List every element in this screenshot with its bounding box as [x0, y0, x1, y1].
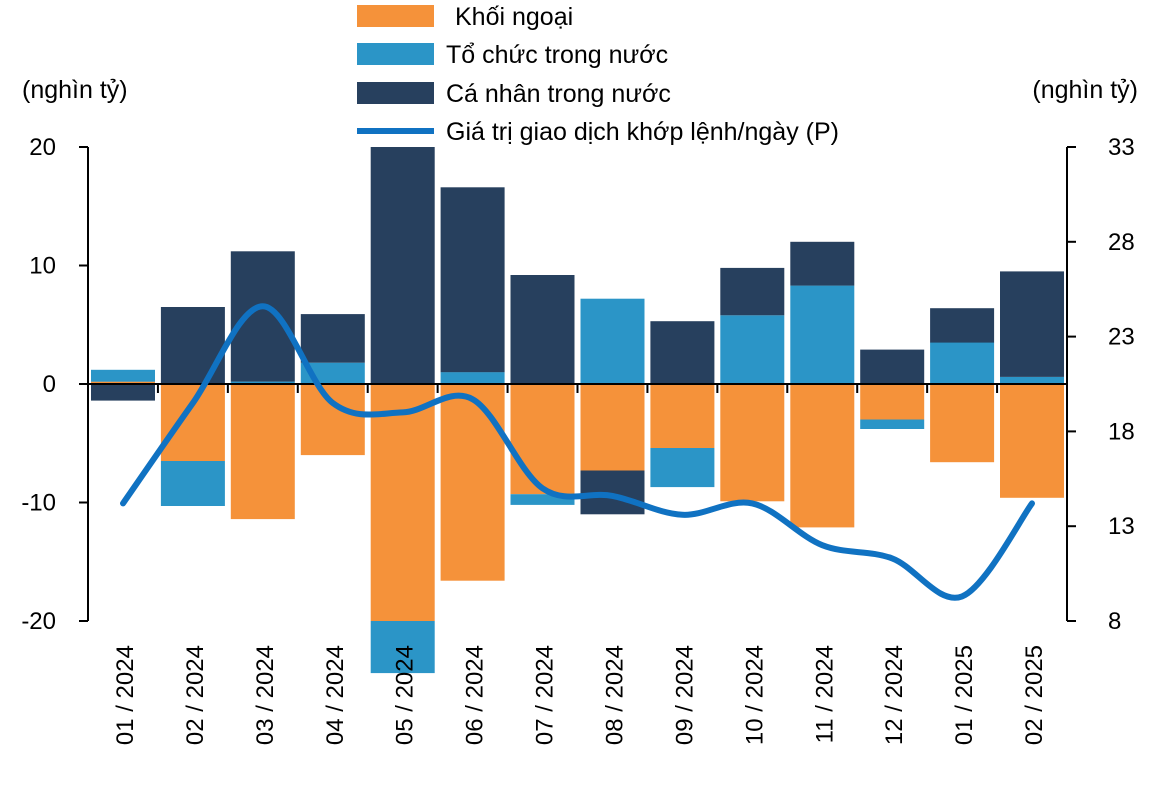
- bar-segment-3-3: [230, 251, 295, 382]
- bar-segment-3-8: [580, 470, 645, 515]
- x-tick-label-3: 03 / 2024: [252, 645, 279, 745]
- line-layer: [120, 303, 1035, 601]
- bar-segment-1-1: [91, 381, 155, 384]
- bar-segment-2-8: [580, 298, 645, 384]
- bar-segment-1-12: [860, 384, 925, 420]
- legend-label-4: Giá trị giao dịch khớp lệnh/ngày (P): [446, 118, 839, 146]
- bar-segment-2-9: [650, 448, 715, 488]
- legend: Khối ngoại Tổ chức trong nước Cá nhân tron…: [357, 3, 839, 146]
- bar-segment-1-2: [160, 384, 225, 461]
- bar-segment-2-14: [1000, 376, 1064, 384]
- bar-segment-2-6: [440, 372, 505, 384]
- bar-segment-1-5: [370, 384, 435, 621]
- bar-segment-2-1: [91, 369, 155, 382]
- x-tick-label-1: 01 / 2024: [112, 645, 139, 745]
- bar-segment-1-3: [230, 384, 295, 520]
- axes-layer: [79, 146, 1076, 622]
- bar-segment-3-2: [160, 307, 225, 384]
- y-left-tick-label-5: -20: [21, 608, 56, 635]
- bar-segment-3-5: [370, 147, 435, 384]
- legend-swatch-3: [357, 82, 434, 104]
- x-tick-label-7: 07 / 2024: [532, 645, 559, 745]
- bar-segment-1-9: [650, 384, 715, 448]
- legend-swatch-1: [357, 5, 434, 27]
- x-tick-label-2: 02 / 2024: [182, 645, 209, 745]
- bar-segment-1-8: [580, 384, 645, 471]
- bar-segment-1-11: [790, 384, 855, 528]
- tick-labels-layer: 20 10 0 -10 -20 33 28 23 18 13 8 01 / 2024 02 / 2024…: [21, 134, 1134, 745]
- bar-segment-3-10: [720, 267, 785, 316]
- legend-swatch-2: [357, 43, 434, 65]
- legend-label-3: Cá nhân trong nước: [446, 80, 671, 108]
- bar-segment-2-7: [510, 494, 575, 505]
- y-right-tick-label-5: 13: [1108, 513, 1135, 540]
- x-tick-label-9: 09 / 2024: [671, 645, 698, 745]
- bar-segment-3-4: [300, 314, 365, 363]
- bar-segment-2-12: [860, 419, 925, 429]
- y-right-tick-label-4: 18: [1108, 418, 1135, 445]
- bar-segment-3-6: [440, 187, 505, 373]
- x-tick-label-12: 12 / 2024: [881, 645, 908, 745]
- bar-segment-1-10: [720, 384, 785, 502]
- y-right-tick-label-3: 23: [1108, 324, 1135, 351]
- x-tick-label-11: 11 / 2024: [811, 645, 838, 743]
- bar-segment-2-2: [160, 461, 225, 506]
- bar-segment-1-6: [440, 384, 505, 581]
- bar-segment-2-13: [930, 342, 995, 384]
- bar-segment-2-10: [720, 315, 785, 384]
- x-tick-label-5: 05 / 2024: [392, 645, 419, 745]
- legend-label-1: Khối ngoại: [455, 3, 573, 31]
- bar-segment-1-4: [300, 384, 365, 456]
- x-tick-label-4: 04 / 2024: [322, 645, 349, 745]
- bar-segment-3-9: [650, 321, 715, 384]
- y-left-tick-label-3: 0: [43, 371, 56, 398]
- bar-segment-1-7: [510, 384, 575, 495]
- x-tick-label-14: 02 / 2025: [1021, 645, 1048, 745]
- y-right-tick-label-1: 33: [1108, 134, 1135, 161]
- y-right-tick-label-6: 8: [1108, 608, 1121, 635]
- bars-layer: [91, 147, 1064, 674]
- bar-segment-2-3: [230, 381, 295, 384]
- bar-segment-1-14: [1000, 384, 1064, 498]
- bar-segment-1-13: [930, 384, 995, 463]
- bar-segment-3-1: [91, 384, 155, 401]
- bar-segment-3-12: [860, 349, 925, 384]
- x-tick-label-13: 01 / 2025: [951, 645, 978, 745]
- line-series-1: [120, 303, 1035, 601]
- y-left-tick-label-4: -10: [21, 490, 56, 517]
- bar-segment-3-11: [790, 241, 855, 286]
- x-tick-label-8: 08 / 2024: [602, 645, 629, 745]
- bar-segment-2-5: [370, 621, 435, 674]
- bar-segment-3-7: [510, 275, 575, 384]
- y-right-unit-label: (nghìn tỷ): [1032, 76, 1138, 104]
- x-tick-label-6: 06 / 2024: [462, 645, 489, 745]
- legend-label-2: Tổ chức trong nước: [446, 41, 668, 69]
- y-left-unit-label: (nghìn tỷ): [22, 76, 128, 104]
- bar-segment-3-14: [1000, 271, 1064, 377]
- x-tick-label-10: 10 / 2024: [741, 645, 768, 745]
- y-right-tick-label-2: 28: [1108, 229, 1135, 256]
- bar-segment-2-11: [790, 285, 855, 384]
- bar-segment-3-13: [930, 308, 995, 343]
- y-left-tick-label-1: 20: [29, 134, 56, 161]
- y-left-tick-label-2: 10: [29, 253, 56, 280]
